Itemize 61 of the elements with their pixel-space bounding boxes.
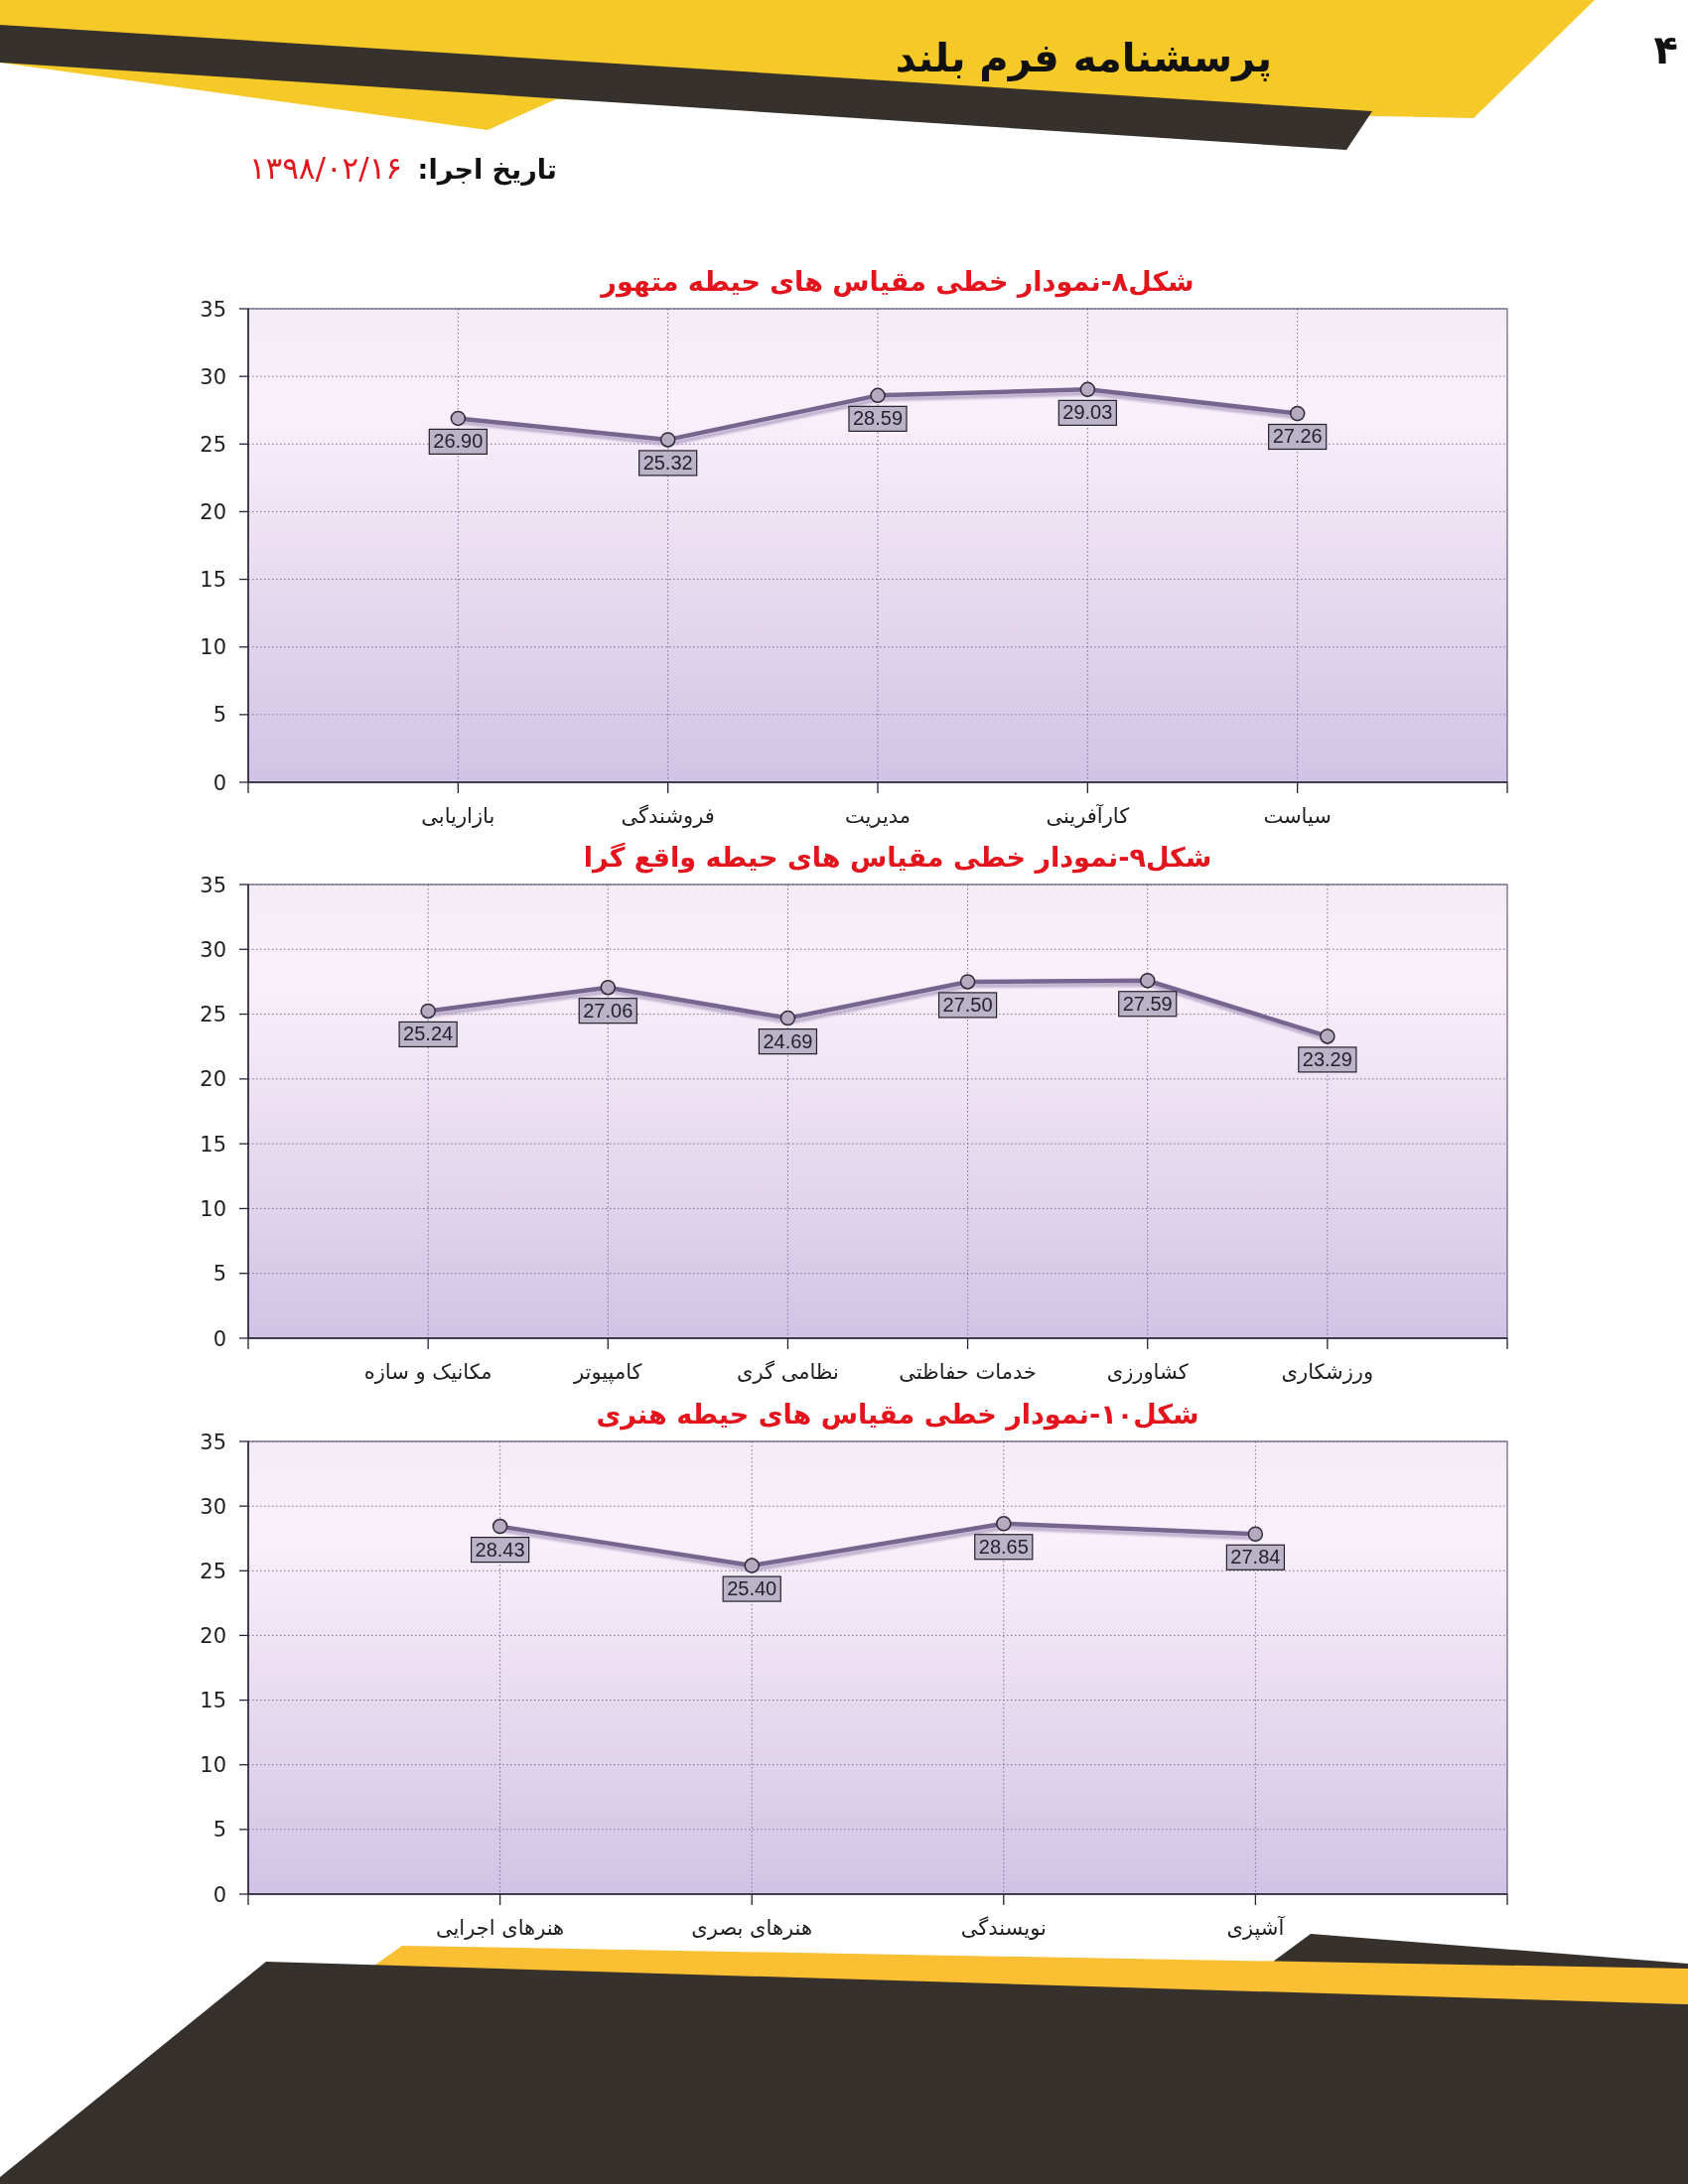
x-tick-label: سیاست <box>1263 804 1332 828</box>
x-tick-label: خدمات حفاظتی <box>899 1360 1037 1384</box>
data-label: 23.29 <box>1302 1047 1352 1070</box>
data-label: 27.26 <box>1272 425 1323 448</box>
x-tick-label: نظامی گری <box>736 1360 839 1384</box>
y-tick-label: 30 <box>200 1494 226 1519</box>
data-label: 25.40 <box>727 1577 777 1600</box>
data-label: 28.59 <box>852 407 904 430</box>
y-tick-label: 35 <box>200 297 226 322</box>
y-tick-label: 5 <box>212 1262 226 1287</box>
y-tick-label: 20 <box>200 1623 226 1648</box>
data-label: 25.24 <box>403 1023 454 1045</box>
text: ۴ <box>1653 27 1678 72</box>
text: ۱۳۹۸/۰۲/۱۶ <box>248 150 402 186</box>
x-tick-label: نویسندگی <box>960 1916 1047 1940</box>
x-tick-label: کارآفرینی <box>1046 803 1130 828</box>
y-tick-label: 0 <box>212 770 226 795</box>
y-tick-label: 10 <box>200 635 226 660</box>
x-tick-label: ورزشکاری <box>1281 1360 1374 1384</box>
x-tick-label: هنرهای اجرایی <box>436 1916 565 1940</box>
x-tick-label: مکانیک و سازه <box>363 1360 492 1384</box>
y-tick-label: 35 <box>200 1430 226 1454</box>
x-tick-label: فروشندگی <box>621 804 715 828</box>
y-tick-label: 10 <box>200 1196 226 1221</box>
x-tick-label: کشاورزی <box>1106 1360 1189 1384</box>
data-label: 27.50 <box>942 993 993 1016</box>
data-label: 26.90 <box>433 430 484 453</box>
x-tick-label: آشپزی <box>1226 1915 1286 1940</box>
y-tick-label: 0 <box>212 1882 226 1907</box>
data-label: 24.69 <box>763 1029 813 1052</box>
data-label: 27.59 <box>1122 992 1173 1015</box>
chart-title: شکل۱۰-نمودار خطی مقیاس های حیطه هنری <box>596 1399 1199 1431</box>
y-tick-label: 5 <box>212 703 226 728</box>
y-tick-label: 25 <box>200 1559 226 1583</box>
y-tick-label: 30 <box>200 937 226 962</box>
y-tick-label: 0 <box>212 1326 226 1351</box>
chart-title: شکل۸-نمودار خطی مقیاس های حیطه متهور <box>599 266 1195 298</box>
y-tick-label: 30 <box>200 364 226 389</box>
y-tick-label: 15 <box>200 568 226 593</box>
x-tick-label: کامپیوتر <box>572 1360 642 1384</box>
x-tick-label: مدیریت <box>844 804 912 828</box>
y-tick-label: 5 <box>212 1818 226 1843</box>
x-tick-label: هنرهای بصری <box>691 1916 813 1940</box>
y-tick-label: 10 <box>200 1753 226 1778</box>
y-tick-label: 20 <box>200 1067 226 1092</box>
x-tick-label: بازاریابی <box>421 804 495 828</box>
y-tick-label: 15 <box>200 1689 226 1713</box>
data-label: 28.43 <box>475 1538 525 1561</box>
data-label: 27.84 <box>1230 1546 1281 1569</box>
chart-title: شکل۹-نمودار خطی مقیاس های حیطه واقع گرا <box>583 842 1212 874</box>
y-tick-label: 25 <box>200 432 226 457</box>
text: پرسشنامه فرم بلند <box>895 35 1272 81</box>
y-tick-label: 15 <box>200 1132 226 1157</box>
data-label: 25.32 <box>642 451 693 474</box>
data-label: 28.65 <box>978 1535 1029 1558</box>
y-tick-label: 20 <box>200 499 226 524</box>
data-label: 27.06 <box>583 999 633 1022</box>
text: تاریخ اجرا: <box>417 154 557 186</box>
y-tick-label: 25 <box>200 1003 226 1027</box>
y-tick-label: 35 <box>200 873 226 897</box>
data-label: 29.03 <box>1062 401 1113 424</box>
